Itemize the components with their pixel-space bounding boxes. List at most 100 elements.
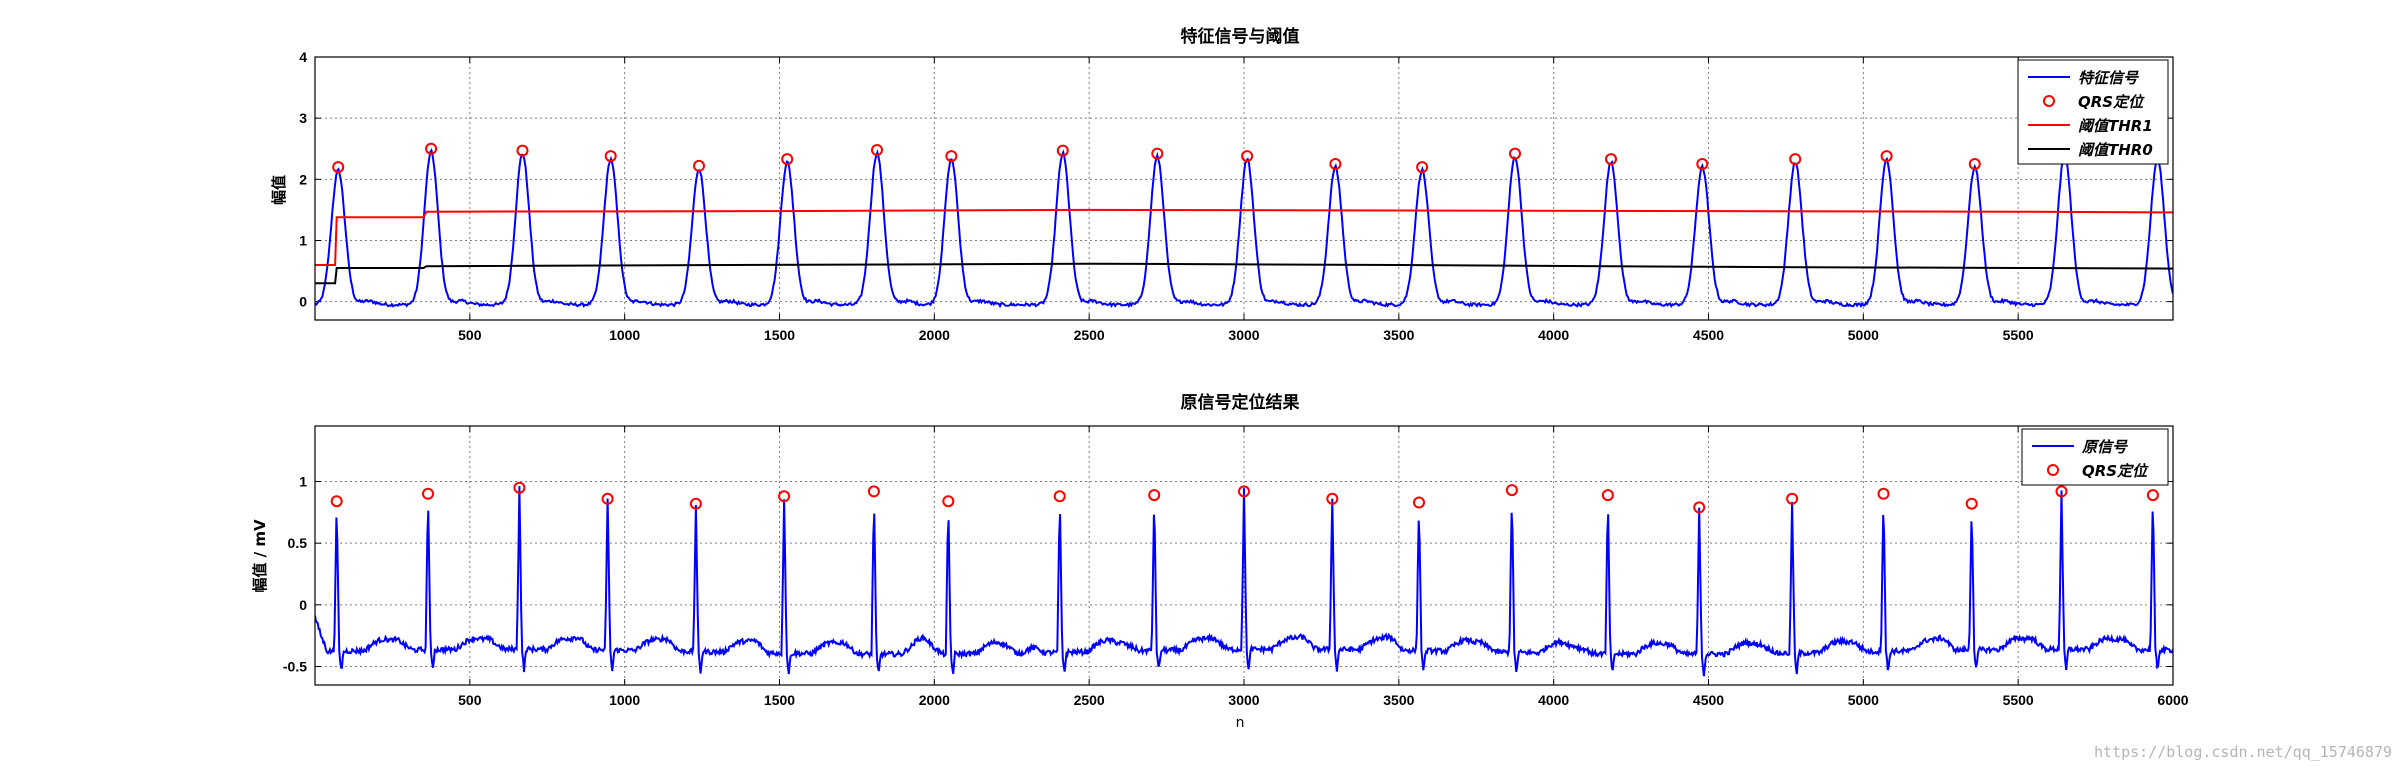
bottom-qrs-marker	[513, 481, 526, 494]
top-qrs-marker	[1880, 150, 1893, 163]
top-axes: 特征信号与阈值 幅值 500 1000 1500 2000 2500 3000 3500 40…	[270, 26, 2174, 343]
top-qrs-marker	[1056, 144, 1069, 157]
top-qrs-marker	[871, 144, 883, 156]
top-x-tick-label: 2500	[1074, 327, 1105, 343]
bottom-y-tick-label: 1	[299, 474, 307, 490]
top-x-tick-label: 500	[458, 327, 482, 343]
top-qrs-marker	[1968, 158, 1981, 170]
bottom-y-axis-label: 幅值 / mV	[251, 519, 269, 593]
bottom-x-tick-label: 500	[458, 692, 482, 708]
top-legend-label: 阈值THR1	[2078, 117, 2153, 135]
bottom-qrs-marker	[1601, 489, 1614, 502]
bottom-qrs-marker	[1238, 485, 1250, 498]
top-legend-label: 阈值THR0	[2078, 141, 2153, 159]
top-x-tick-label: 4500	[1693, 327, 1724, 343]
bottom-x-tick-label: 5000	[1848, 692, 1879, 708]
bottom-qrs-marker	[867, 485, 880, 498]
bottom-qrs-marker	[1505, 484, 1518, 497]
top-y-tick-label: 2	[299, 171, 307, 187]
bottom-x-tick-label: 6000	[2157, 692, 2188, 708]
top-qrs-marker	[781, 153, 794, 166]
bottom-qrs-marker	[1413, 496, 1425, 509]
bottom-x-tick-label: 4000	[1538, 692, 1569, 708]
watermark: https://blog.csdn.net/qq_15746879	[2094, 743, 2392, 761]
top-y-tick-label: 3	[299, 110, 307, 126]
top-y-tick-label: 1	[299, 232, 307, 248]
top-y-tick-label: 0	[299, 294, 307, 310]
top-legend-label: 特征信号	[2078, 69, 2140, 87]
bottom-qrs-marker	[689, 497, 702, 510]
bottom-qrs-marker	[2055, 485, 2068, 498]
top-legend-label: QRS定位	[2078, 93, 2145, 111]
bottom-x-tick-label: 3500	[1383, 692, 1414, 708]
top-y-axis-label: 幅值	[270, 175, 288, 205]
bottom-x-axis-label: n	[1236, 715, 1245, 731]
top-qrs-marker	[945, 150, 958, 163]
bottom-qrs-marker	[1965, 497, 1978, 510]
bottom-qrs-marker	[942, 495, 955, 508]
bottom-qrs-marker	[778, 490, 791, 503]
top-qrs-marker	[1509, 147, 1521, 160]
top-legend-swatch	[2043, 95, 2055, 107]
bottom-legend-label: 原信号	[2081, 438, 2129, 456]
top-x-tick-label: 2000	[919, 327, 950, 343]
top-x-tick-label: 3500	[1383, 327, 1414, 343]
top-qrs-marker	[604, 150, 617, 163]
top-qrs-marker	[1241, 150, 1254, 163]
bottom-qrs-marker	[422, 487, 434, 500]
top-qrs-marker	[1696, 158, 1709, 170]
top-qrs-marker	[1605, 153, 1617, 166]
top-qrs-marker	[1151, 147, 1164, 160]
top-x-tick-label: 1000	[609, 327, 640, 343]
bottom-axes: 原信号定位结果 幅值 / mV n 500 1000 1500 2000 2500 300…	[251, 392, 2189, 731]
top-axes-frame	[314, 56, 2174, 321]
bottom-y-tick-label: 0.5	[288, 535, 308, 551]
top-qrs-marker	[1789, 153, 1802, 166]
series-thr0-line	[315, 262, 2173, 285]
bottom-qrs-marker	[2146, 489, 2159, 502]
bottom-qrs-marker	[601, 492, 614, 505]
bottom-qrs-marker	[330, 495, 343, 508]
bottom-chart-title: 原信号定位结果	[1181, 392, 1300, 413]
top-qrs-marker	[332, 161, 345, 174]
bottom-x-tick-label: 1000	[609, 692, 640, 708]
bottom-x-tick-label: 5500	[2003, 692, 2034, 708]
top-x-tick-label: 5500	[2003, 327, 2034, 343]
bottom-qrs-marker	[1786, 492, 1799, 505]
top-y-tick-label: 4	[299, 49, 307, 65]
bottom-x-tick-label: 3000	[1228, 692, 1259, 708]
bottom-qrs-marker	[1326, 492, 1339, 505]
top-x-tick-label: 4000	[1538, 327, 1569, 343]
bottom-y-tick-label: -0.5	[283, 659, 307, 675]
series-raw-signal	[315, 486, 2173, 677]
bottom-legend-label: QRS定位	[2082, 462, 2149, 480]
top-qrs-marker	[693, 159, 705, 172]
bottom-legend: 原信号 QRS定位	[2021, 428, 2169, 486]
bottom-qrs-marker	[1877, 487, 1890, 500]
bottom-qrs-marker	[1148, 489, 1161, 502]
top-plot-content	[315, 147, 2173, 309]
top-qrs-marker	[1329, 158, 1342, 170]
bottom-axes-frame	[314, 425, 2174, 686]
top-qrs-marker	[425, 142, 438, 155]
bottom-x-tick-label: 2500	[1074, 692, 1105, 708]
bottom-plot-content	[315, 486, 2173, 677]
top-x-tick-label: 3000	[1228, 327, 1259, 343]
top-chart-title: 特征信号与阈值	[1181, 26, 1300, 47]
bottom-qrs-marker	[1053, 490, 1066, 503]
bottom-x-tick-label: 2000	[919, 692, 950, 708]
series-thr1-line	[315, 208, 2173, 266]
series-feature-signal	[315, 147, 2173, 309]
bottom-legend-box	[2021, 428, 2169, 486]
bottom-y-tick-label: 0	[299, 597, 307, 613]
top-qrs-marker	[516, 144, 529, 157]
top-x-tick-label: 1500	[764, 327, 795, 343]
bottom-x-tick-label: 4500	[1693, 692, 1724, 708]
top-qrs-marker	[1416, 161, 1429, 174]
bottom-qrs-marker	[1693, 501, 1706, 514]
bottom-legend-swatch	[2047, 464, 2059, 476]
bottom-x-tick-label: 1500	[764, 692, 795, 708]
top-x-tick-label: 5000	[1848, 327, 1879, 343]
